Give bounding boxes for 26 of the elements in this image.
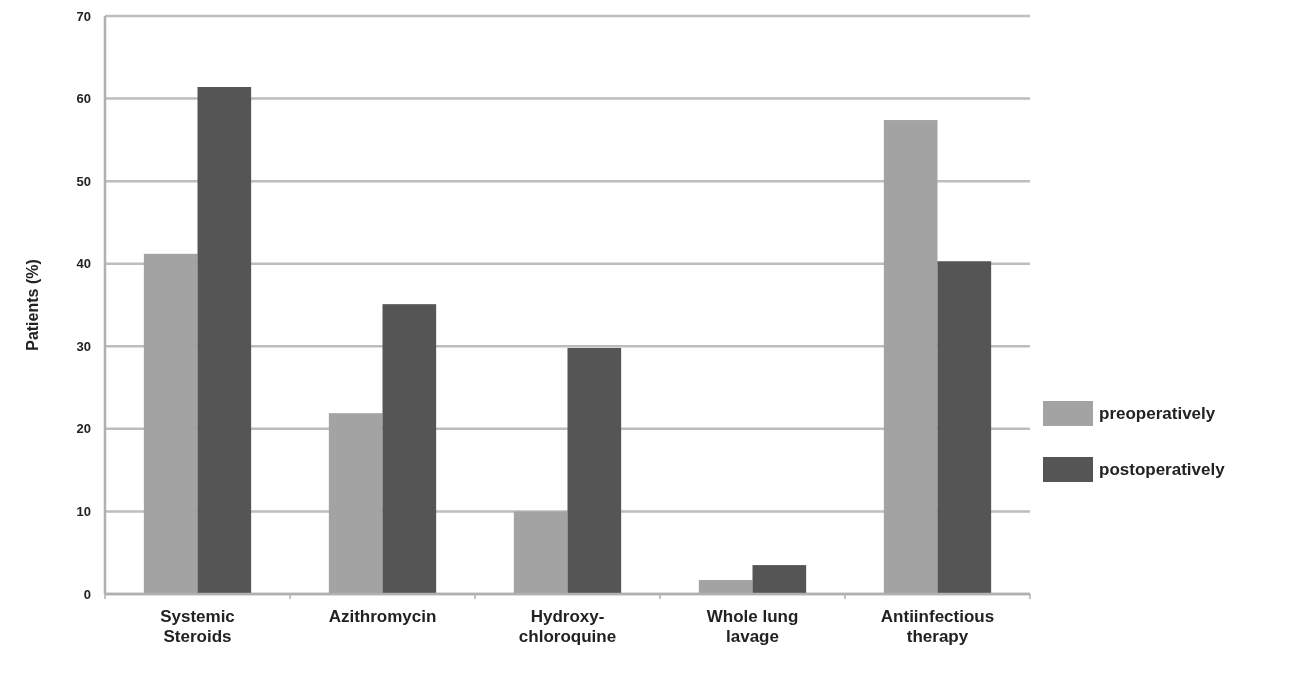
y-tick-label: 70 <box>76 8 91 24</box>
x-tick-label: Antiinfectious therapy <box>880 607 995 646</box>
bar <box>143 253 198 594</box>
y-tick-label: 60 <box>76 91 91 107</box>
bar <box>698 579 753 594</box>
bar <box>197 87 252 594</box>
x-tick-label: Hydroxy- chloroquine <box>518 607 617 646</box>
x-tick-label: Systemic Steroids <box>160 607 235 646</box>
legend-label: preoperatively <box>1099 403 1216 423</box>
x-tick-label: Whole lung lavage <box>706 607 799 646</box>
bar <box>382 304 437 594</box>
bar <box>513 511 568 594</box>
y-tick-label: 20 <box>76 421 91 437</box>
y-tick-label: 30 <box>76 338 91 354</box>
y-tick-label: 50 <box>76 173 91 189</box>
y-tick-label: 0 <box>83 586 91 602</box>
y-tick-label: 40 <box>76 256 91 272</box>
bar <box>328 413 383 594</box>
legend-label: postoperatively <box>1099 459 1226 479</box>
y-tick-label: 10 <box>76 503 91 519</box>
bar <box>567 347 622 594</box>
bar <box>883 120 938 594</box>
x-tick-label: Azithromycin <box>328 607 437 626</box>
bar <box>752 565 807 594</box>
y-axis-title: Patients (%) <box>24 259 41 351</box>
bar <box>937 261 992 594</box>
